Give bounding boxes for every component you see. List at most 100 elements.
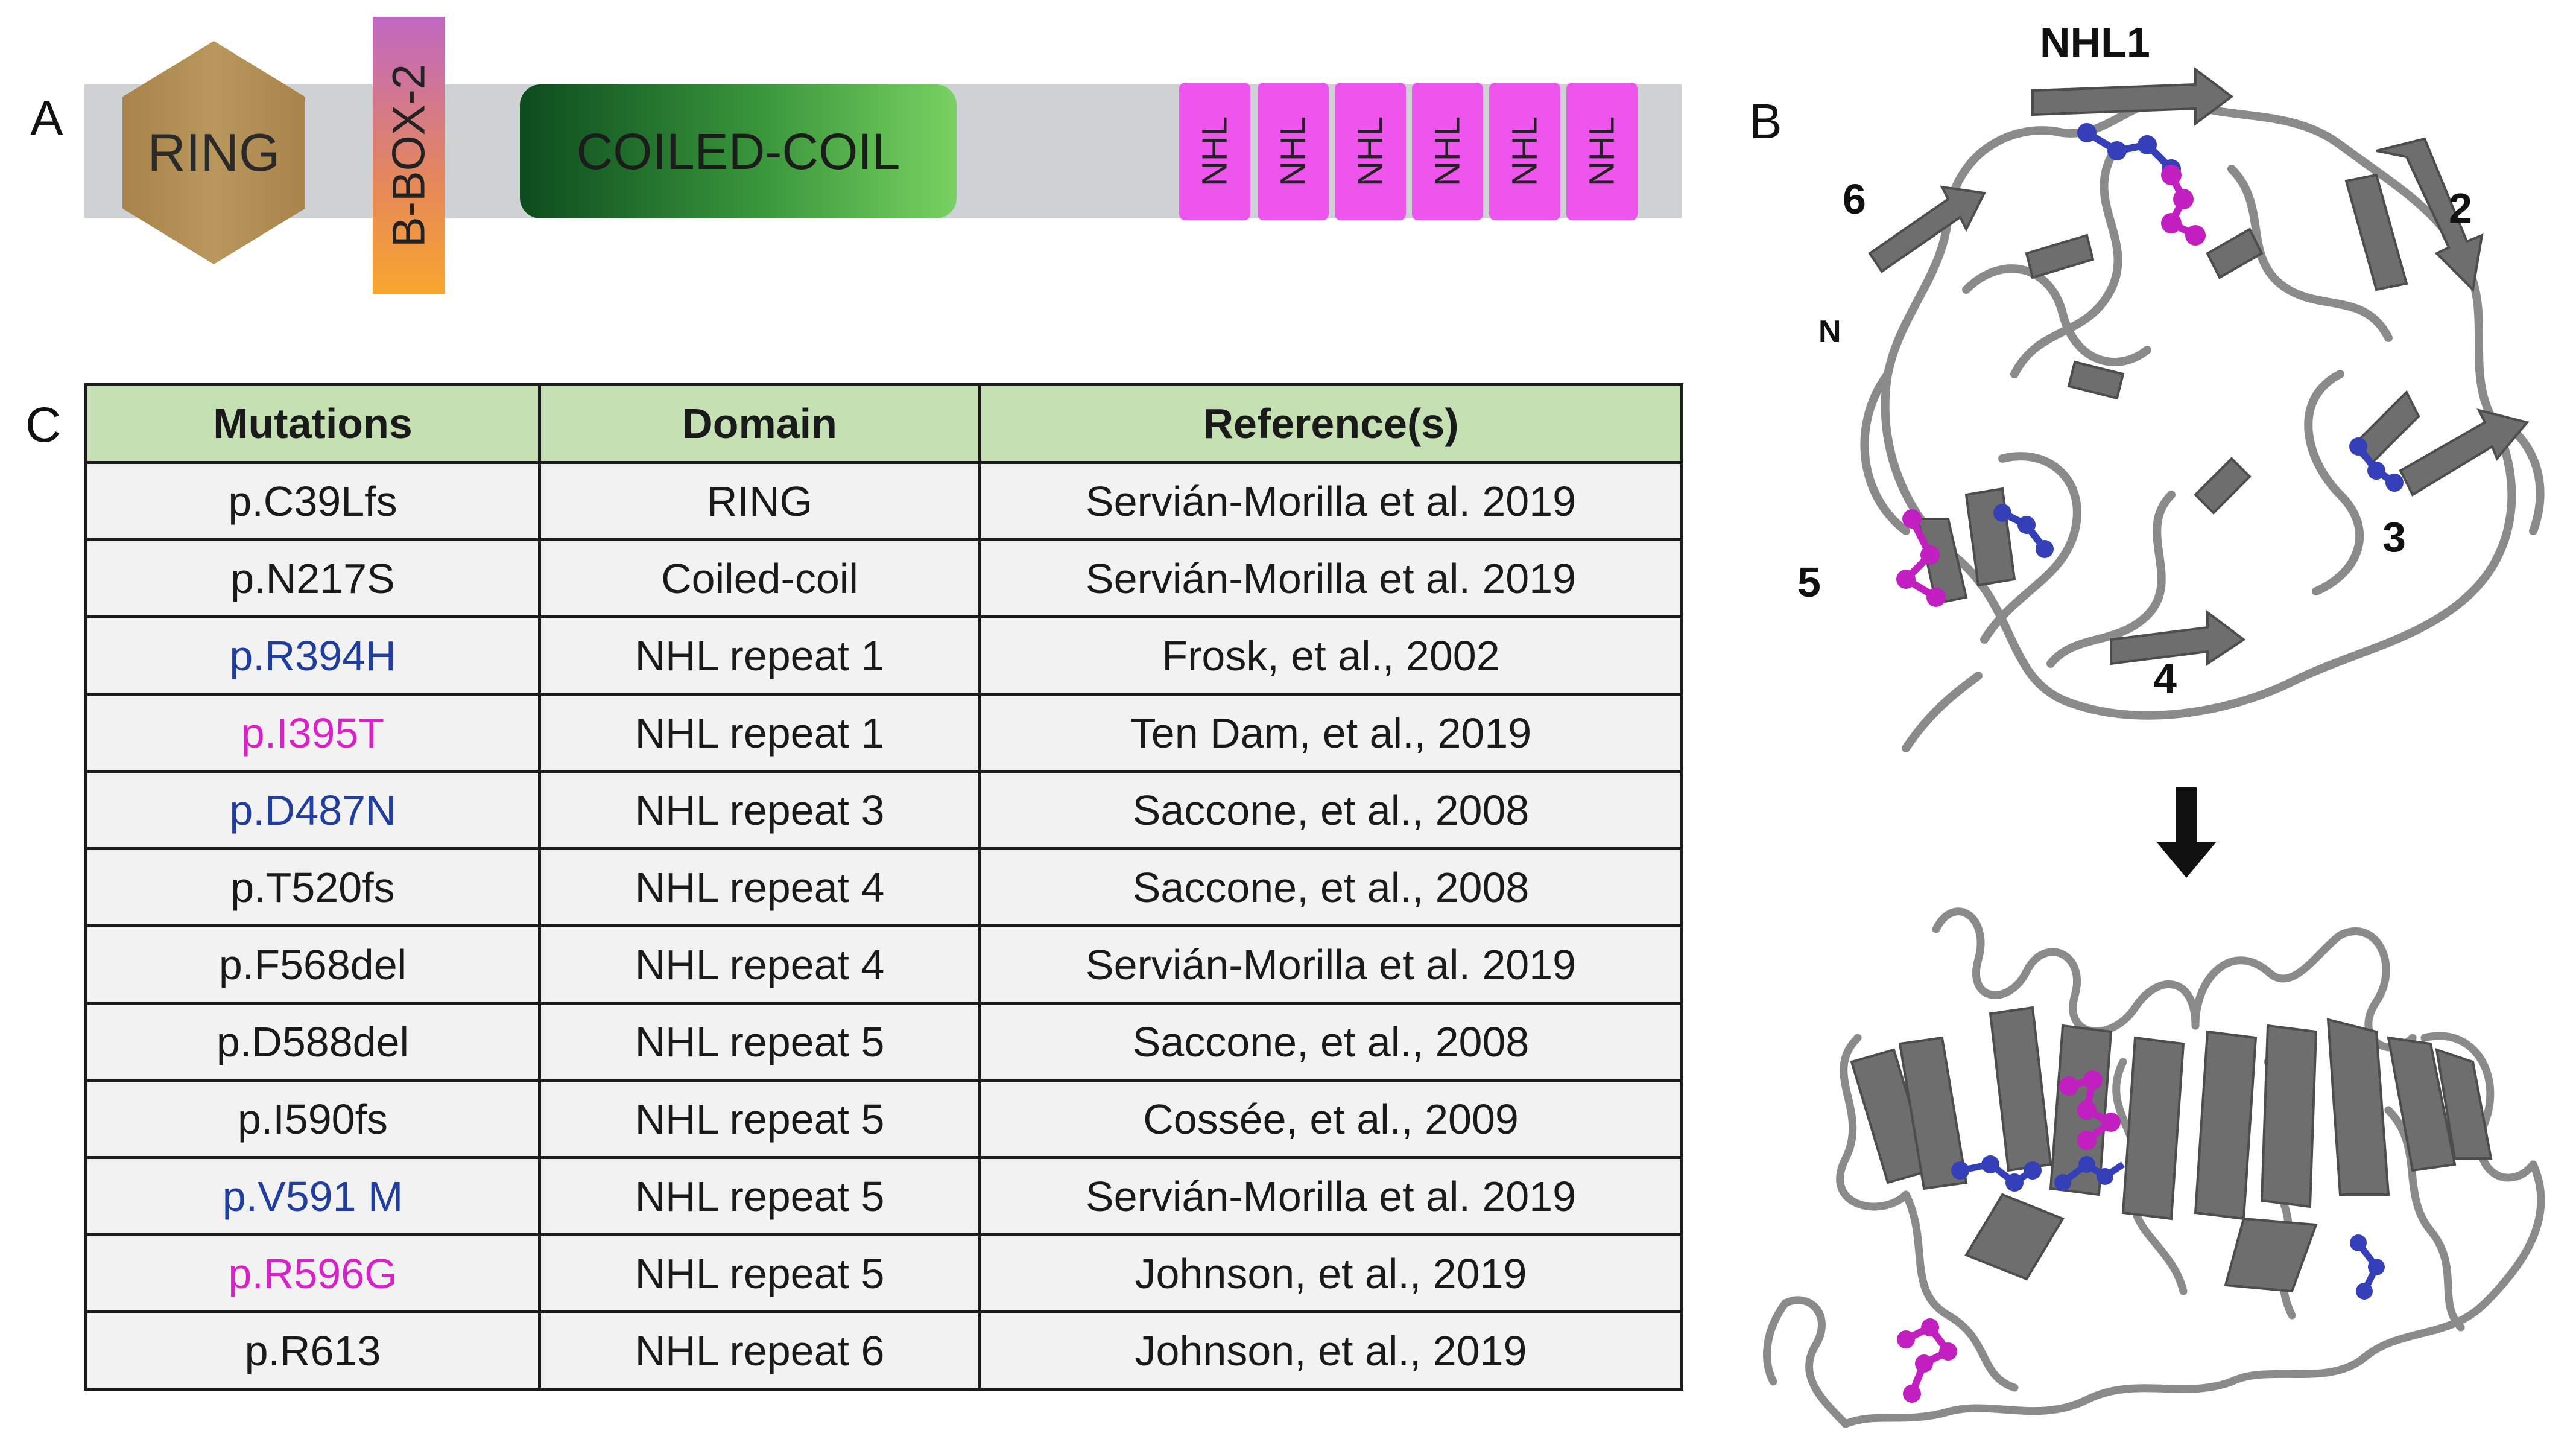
nhl-repeat-6: NHL	[1566, 83, 1638, 220]
propeller-top-view	[1860, 67, 2545, 752]
blade-arrow	[2194, 457, 2252, 515]
table-row: p.D487N NHL repeat 3 Saccone, et al., 2008	[84, 770, 1683, 850]
mutation-cell: p.T520fs	[84, 847, 541, 927]
down-arrow-icon	[2156, 787, 2217, 878]
sheet-arrow	[1898, 1036, 1968, 1190]
blade-arrow	[2344, 173, 2408, 291]
sheet-arrow	[2121, 1036, 2185, 1221]
panel-label-a: A	[30, 91, 63, 146]
nhl-repeat-label: NHL	[1505, 116, 1545, 187]
table-row: p.R596G NHL repeat 5 Johnson, et al., 2019	[84, 1233, 1683, 1313]
panel-label-b: B	[1749, 94, 1782, 149]
nhl-repeat-label: NHL	[1195, 116, 1235, 187]
coiled-coil-domain: COILED-COIL	[520, 84, 957, 218]
blue-residues	[1993, 123, 2404, 558]
blade-arrow	[2110, 610, 2246, 666]
nhl-repeat-label: NHL	[1273, 116, 1313, 187]
bbox2-domain: B-BOX-2	[373, 17, 445, 294]
nhl-repeat-label: NHL	[1582, 116, 1622, 187]
reference-cell: Saccone, et al., 2008	[978, 847, 1683, 927]
nhl-repeat-5: NHL	[1489, 83, 1560, 220]
coiled-coil-domain-label: COILED-COIL	[576, 122, 900, 180]
header-domain: Domain	[538, 383, 981, 464]
reference-cell: Johnson, et al., 2019	[978, 1233, 1683, 1313]
domain-cell: NHL repeat 5	[538, 1002, 981, 1082]
domain-cell: NHL repeat 6	[538, 1310, 981, 1391]
nhl-repeat-4: NHL	[1412, 83, 1483, 220]
side-beta-sheets	[1850, 1006, 2493, 1293]
sheet-arrow	[2435, 1048, 2493, 1160]
blade-arrow	[2025, 233, 2095, 279]
table-row: p.R613 NHL repeat 6 Johnson, et al., 2019	[84, 1310, 1683, 1391]
mutation-cell: p.C39Lfs	[84, 461, 541, 541]
mutation-cell: p.V591 M	[84, 1156, 541, 1236]
blade-label: 5	[1797, 559, 1821, 606]
table-row: p.R394H NHL repeat 1 Frosk, et al., 2002	[84, 615, 1683, 696]
table-row: p.T520fs NHL repeat 4 Saccone, et al., 200…	[84, 847, 1683, 927]
propeller-side-view	[1763, 907, 2545, 1428]
blade-arrow	[2031, 67, 2234, 126]
table-row: p.F568del NHL repeat 4 Servián-Morilla et …	[84, 924, 1683, 1005]
mutation-cell: p.D588del	[84, 1002, 541, 1082]
nhl-repeat-2: NHL	[1258, 83, 1329, 220]
reference-cell: Servián-Morilla et al. 2019	[978, 461, 1683, 541]
mutations-table: Mutations Domain Reference(s) p.C39Lfs RI…	[84, 383, 1683, 1391]
reference-cell: Saccone, et al., 2008	[978, 1002, 1683, 1082]
domain-cell: NHL repeat 1	[538, 693, 981, 773]
domain-cell: Coiled-coil	[538, 538, 981, 618]
mutation-cell: p.R596G	[84, 1233, 541, 1313]
nhl-repeat-1: NHL	[1179, 83, 1250, 220]
reference-cell: Servián-Morilla et al. 2019	[978, 924, 1683, 1005]
reference-cell: Servián-Morilla et al. 2019	[978, 1156, 1683, 1236]
domain-cell: NHL repeat 4	[538, 924, 981, 1005]
blade-arrow	[1868, 185, 1987, 273]
sheet-arrow	[1964, 1193, 2065, 1281]
reference-cell: Ten Dam, et al., 2019	[978, 693, 1683, 773]
blade-arrow	[2206, 227, 2264, 279]
ring-domain: RING	[122, 41, 305, 264]
panel-label-c: C	[25, 398, 62, 453]
mutation-cell: p.R394H	[84, 615, 541, 696]
mutation-cell: p.F568del	[84, 924, 541, 1005]
table-row: p.I590fs NHL repeat 5 Cossée, et al., 2009	[84, 1079, 1683, 1159]
ring-domain-label: RING	[147, 122, 280, 182]
table-row: p.C39Lfs RING Servián-Morilla et al. 2019	[84, 461, 1683, 541]
sheet-arrow	[1989, 1006, 2052, 1172]
table-header-row: Mutations Domain Reference(s)	[84, 383, 1683, 464]
blade-arrow	[2399, 408, 2530, 497]
nhl-repeat-3: NHL	[1335, 83, 1406, 220]
side-magenta-residues	[1897, 1070, 2121, 1403]
n-terminus-label: N	[1818, 314, 1841, 349]
domain-cell: NHL repeat 4	[538, 847, 981, 927]
blade-label: 4	[2153, 655, 2177, 702]
domain-cell: NHL repeat 5	[538, 1233, 981, 1313]
domain-cell: NHL repeat 5	[538, 1156, 981, 1236]
domain-cell: NHL repeat 5	[538, 1079, 981, 1159]
sheet-arrow	[2326, 1018, 2390, 1196]
protein-loops	[1860, 96, 2545, 752]
reference-cell: Frosk, et al., 2002	[978, 615, 1683, 696]
blade-arrow	[2376, 137, 2484, 293]
blade-arrow	[1916, 518, 1968, 605]
bbox2-domain-label: B-BOX-2	[383, 63, 435, 248]
header-mutations: Mutations	[84, 383, 541, 464]
domain-cell: NHL repeat 1	[538, 615, 981, 696]
domain-cell: NHL repeat 3	[538, 770, 981, 850]
blade-arrow	[2067, 360, 2125, 400]
mutation-cell: p.R613	[84, 1310, 541, 1391]
nhl-repeat-label: NHL	[1350, 116, 1390, 187]
table-row: p.I395T NHL repeat 1 Ten Dam, et al., 2019	[84, 693, 1683, 773]
table-row: p.D588del NHL repeat 5 Saccone, et al., 20…	[84, 1002, 1683, 1082]
mutation-cell: p.I590fs	[84, 1079, 541, 1159]
mutation-cell: p.D487N	[84, 770, 541, 850]
table-row: p.V591 M NHL repeat 5 Servián-Morilla et a…	[84, 1156, 1683, 1236]
sheet-arrow	[2387, 1036, 2457, 1172]
mutation-cell: p.N217S	[84, 538, 541, 618]
protein-structure-panel: B	[1749, 0, 2576, 1445]
sheet-arrow	[2194, 1030, 2258, 1221]
table-row: p.N217S Coiled-coil Servián-Morilla et al.…	[84, 538, 1683, 618]
blade-label: 6	[1843, 176, 1866, 223]
side-blue-residues	[1951, 1155, 2385, 1300]
sheet-arrow	[2224, 1217, 2318, 1293]
reference-cell: Cossée, et al., 2009	[978, 1079, 1683, 1159]
